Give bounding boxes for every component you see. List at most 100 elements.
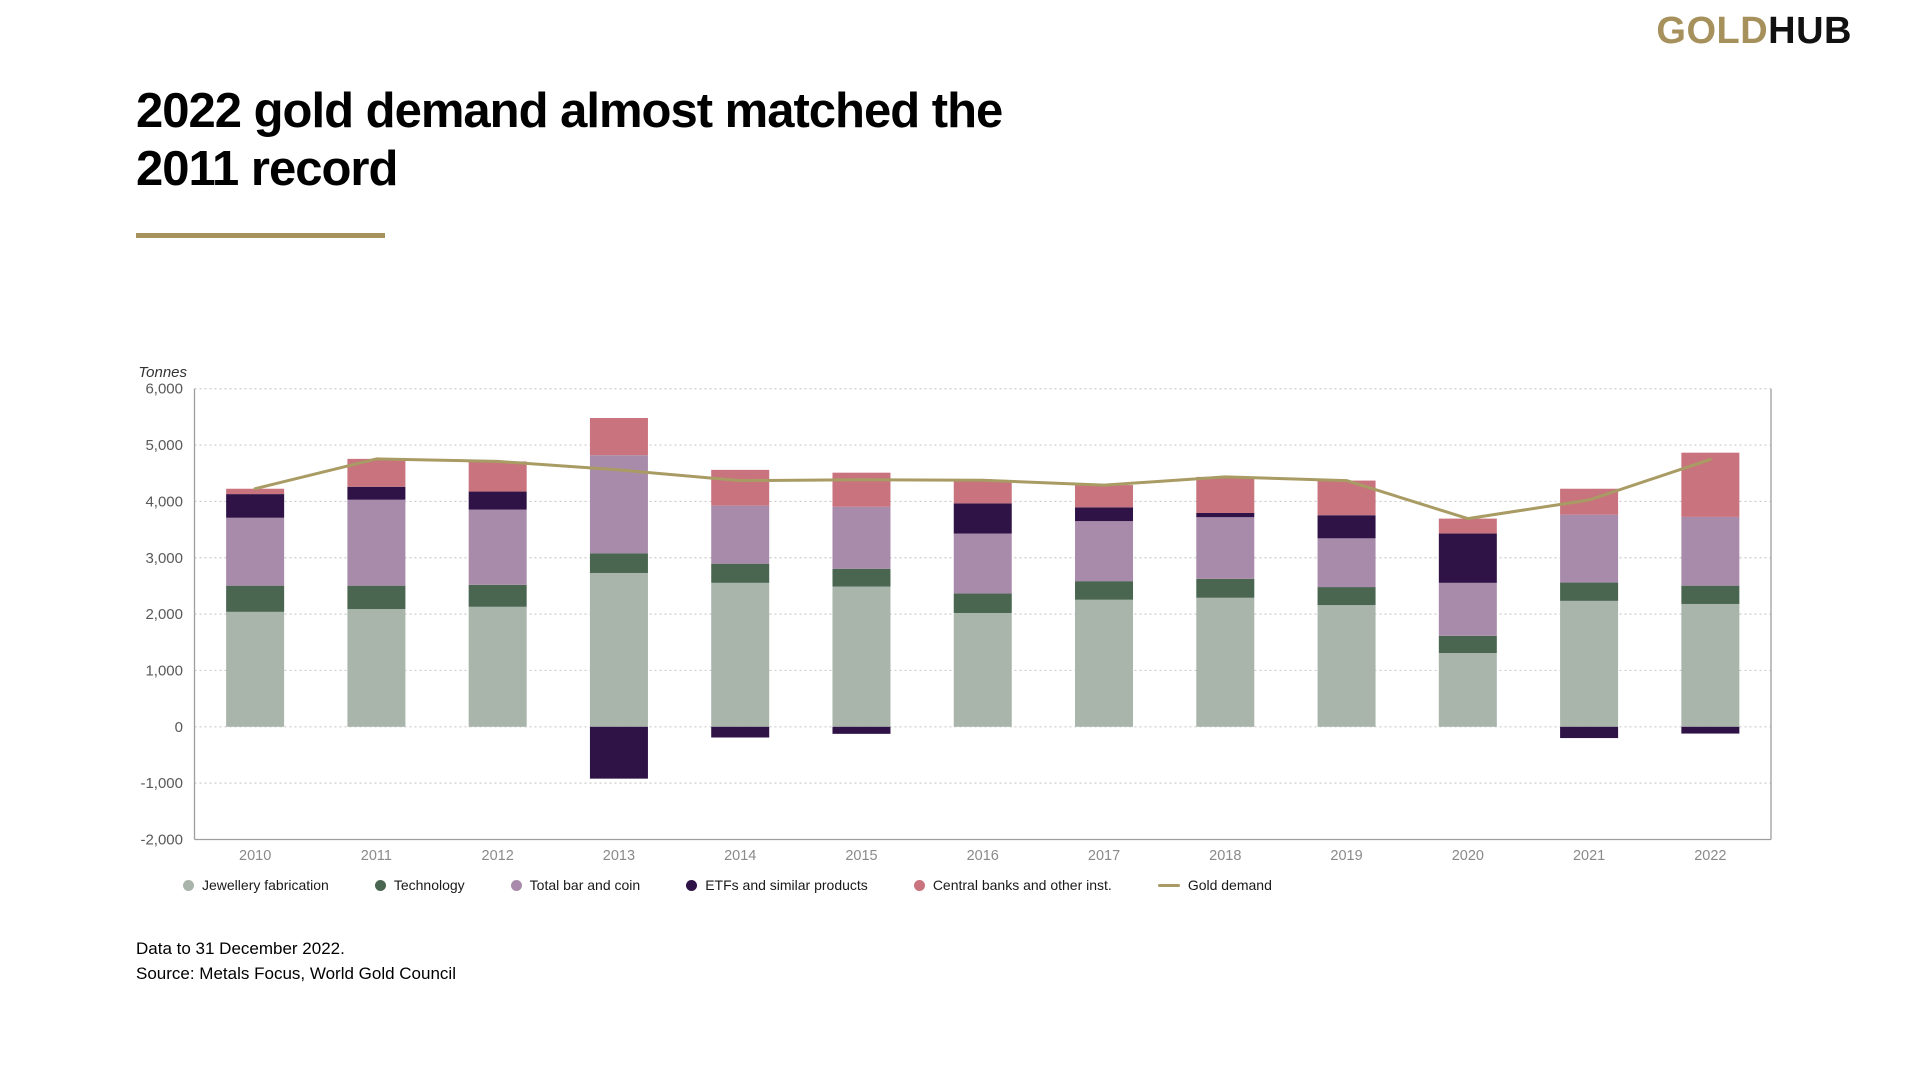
- bar-segment-jewellery-2016: [953, 612, 1012, 727]
- bar-segment-jewellery-2015: [832, 586, 891, 727]
- bar-segment-bar_and_coin-2022: [1681, 516, 1740, 586]
- bar-segment-central_banks-2014: [711, 469, 770, 506]
- bar-segment-bar_and_coin-2010: [226, 517, 285, 586]
- bar-segment-technology-2014: [711, 563, 770, 583]
- logo-hub-text: HUB: [1768, 10, 1852, 52]
- source-text: Source: Metals Focus, World Gold Council: [136, 964, 456, 983]
- y-axis-label: 5,000: [145, 437, 183, 454]
- bar-segment-central_banks-2017: [1075, 485, 1134, 508]
- legend-dot-marker-icon: [913, 879, 925, 891]
- bar-segment-bar_and_coin-2019: [1317, 538, 1376, 588]
- bar-segment-technology-2022: [1681, 585, 1740, 604]
- legend-dot-marker-icon: [183, 879, 194, 891]
- bar-segment-etfs-2022: [1681, 726, 1740, 734]
- bar-segment-technology-2015: [832, 568, 891, 587]
- bar-segment-central_banks-2016: [953, 480, 1012, 504]
- bar-segment-jewellery-2014: [711, 582, 770, 727]
- bar-segment-jewellery-2020: [1438, 652, 1497, 727]
- bar-segment-etfs-2010: [226, 494, 285, 518]
- x-axis-label: 2012: [482, 848, 514, 864]
- legend-item-total-bar-and-coin[interactable]: Total bar and coin: [510, 877, 641, 893]
- bar-segment-central_banks-2010: [226, 488, 285, 495]
- bar-segment-technology-2020: [1438, 635, 1497, 653]
- x-axis-label: 2011: [361, 848, 392, 864]
- y-axis-label: -1,000: [140, 775, 183, 792]
- bar-segment-bar_and_coin-2021: [1560, 514, 1619, 583]
- gold-demand-line: [253, 457, 1712, 521]
- legend-item-label: ETFs and similar products: [705, 877, 868, 893]
- bar-segment-bar_and_coin-2015: [832, 506, 891, 569]
- bar-segment-central_banks-2015: [832, 472, 891, 507]
- legend-item-technology[interactable]: Technology: [374, 877, 465, 893]
- legend-item-label: Jewellery fabrication: [202, 877, 329, 893]
- x-axis-label: 2020: [1452, 848, 1484, 864]
- bar-segment-etfs-2011: [347, 486, 406, 500]
- bar-segment-bar_and_coin-2014: [711, 505, 770, 564]
- y-axis-label: 6,000: [145, 381, 183, 398]
- x-axis-label: 2014: [724, 848, 756, 864]
- bar-segment-etfs-2016: [953, 503, 1012, 534]
- y-axis-label: 2,000: [145, 606, 183, 623]
- bar-segment-technology-2017: [1075, 581, 1134, 600]
- page-title-line1: 2022 gold demand almost matched the: [136, 84, 1003, 138]
- bar-segment-technology-2016: [953, 593, 1012, 613]
- bar-segment-bar_and_coin-2016: [953, 533, 1012, 594]
- bar-segment-etfs-2019: [1317, 515, 1376, 539]
- y-axis-label: -2,000: [140, 831, 183, 848]
- bar-segment-bar_and_coin-2012: [468, 509, 527, 585]
- bar-segment-bar_and_coin-2017: [1075, 521, 1134, 582]
- bar-segment-central_banks-2013: [589, 418, 648, 456]
- chart-legend: Jewellery fabrication Technology Total bar…: [183, 877, 1272, 893]
- bar-segment-bar_and_coin-2018: [1196, 517, 1255, 579]
- legend-item-label: Technology: [393, 877, 465, 893]
- legend-dot-marker-icon: [686, 879, 698, 891]
- legend-dot-marker-icon: [510, 879, 522, 891]
- bar-segment-bar_and_coin-2020: [1438, 582, 1497, 636]
- bar-segment-jewellery-2018: [1196, 597, 1255, 727]
- bar-segment-etfs-2012: [468, 491, 527, 510]
- bar-segment-technology-2012: [468, 584, 527, 607]
- x-axis-label: 2019: [1330, 848, 1362, 864]
- bar-segment-etfs-2021: [1560, 726, 1619, 739]
- bar-segment-technology-2013: [589, 553, 648, 573]
- legend-item-label: Total bar and coin: [529, 877, 641, 893]
- bar-segment-central_banks-2020: [1438, 518, 1497, 534]
- bar-segment-jewellery-2011: [347, 609, 406, 727]
- bar-segment-technology-2018: [1196, 578, 1255, 598]
- bar-segment-jewellery-2021: [1560, 600, 1619, 727]
- legend-item-etfs-and-similar-products[interactable]: ETFs and similar products: [686, 877, 868, 893]
- bar-segment-technology-2021: [1560, 582, 1619, 601]
- bar-segment-jewellery-2013: [589, 572, 648, 727]
- bar-segment-jewellery-2012: [468, 606, 527, 727]
- bar-segment-central_banks-2012: [468, 461, 527, 492]
- bar-segment-technology-2011: [347, 585, 406, 610]
- x-axis-label: 2018: [1209, 848, 1241, 864]
- bar-segment-jewellery-2022: [1681, 603, 1740, 727]
- title-underline: [136, 233, 385, 238]
- page-title-line2: 2011 record: [136, 142, 398, 196]
- legend-item-central-banks-and-other-inst[interactable]: Central banks and other inst.: [913, 877, 1112, 893]
- page-title: 2022 gold demand almost matched the 2011…: [136, 82, 1236, 198]
- legend-item-gold-demand[interactable]: Gold demand: [1157, 877, 1272, 893]
- bar-segment-etfs-2015: [832, 726, 891, 734]
- bar-segment-jewellery-2019: [1317, 605, 1376, 727]
- y-axis-unit-label: Tonnes: [138, 364, 187, 381]
- x-axis-label: 2013: [603, 848, 635, 864]
- x-axis-label: 2015: [845, 848, 877, 864]
- bar-segment-etfs-2017: [1075, 507, 1134, 522]
- y-axis-label: 3,000: [145, 550, 183, 567]
- goldhub-logo: GOLDHUB: [1656, 10, 1852, 53]
- legend-line-marker-icon: [1157, 883, 1180, 887]
- legend-item-label: Gold demand: [1187, 877, 1272, 893]
- x-axis-label: 2016: [967, 848, 999, 864]
- bar-segment-technology-2019: [1317, 587, 1376, 606]
- bar-segment-etfs-2013: [589, 726, 648, 779]
- logo-gold-text: GOLD: [1656, 10, 1769, 52]
- x-axis-label: 2010: [239, 848, 271, 864]
- legend-item-jewellery-fabrication[interactable]: Jewellery fabrication: [183, 877, 329, 893]
- bar-segment-etfs-2018: [1196, 512, 1255, 518]
- bar-segment-etfs-2020: [1438, 533, 1497, 583]
- y-axis-label: 1,000: [145, 662, 183, 679]
